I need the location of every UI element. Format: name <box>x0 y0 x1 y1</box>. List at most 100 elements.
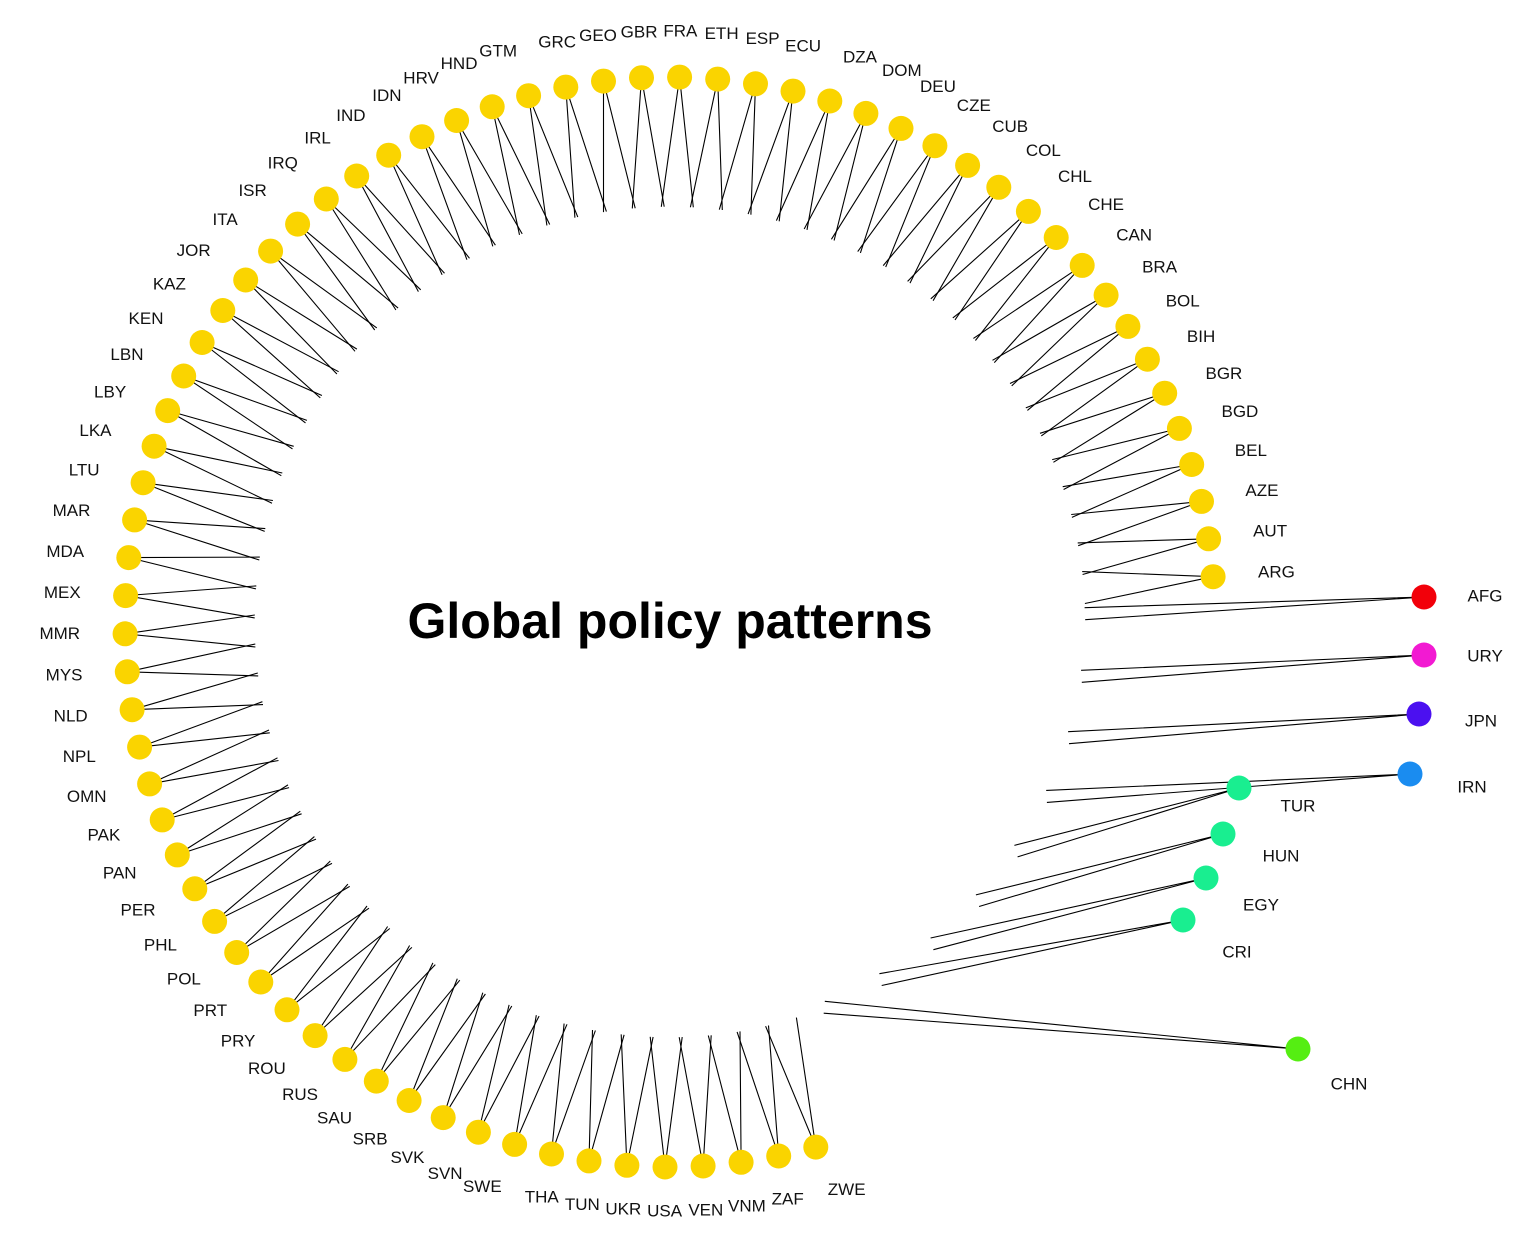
leaf-hnd <box>479 94 505 120</box>
branch-cze <box>857 145 936 268</box>
label-esp: ESP <box>746 29 780 48</box>
branch-can <box>973 264 1083 363</box>
label-mar: MAR <box>53 501 91 520</box>
label-lbn: LBN <box>110 345 143 364</box>
label-ita: ITA <box>213 210 239 229</box>
label-mex: MEX <box>44 583 81 602</box>
label-tur: TUR <box>1281 796 1316 815</box>
leaf-cri <box>1170 907 1196 933</box>
branch-lby <box>167 410 294 477</box>
label-bel: BEL <box>1235 441 1267 460</box>
branch-bih <box>1025 358 1148 437</box>
label-zaf: ZAF <box>772 1190 804 1209</box>
branch-jor <box>245 279 358 375</box>
leaf-pan <box>164 842 190 868</box>
label-isr: ISR <box>238 181 266 200</box>
leaf-can <box>1069 252 1095 278</box>
label-irq: IRQ <box>268 154 298 173</box>
leaf-markers <box>112 64 1437 1180</box>
leaf-deu <box>888 115 914 141</box>
leaf-bgr <box>1152 380 1178 406</box>
branch-mex <box>125 585 257 619</box>
label-bih: BIH <box>1187 327 1215 346</box>
branch-bra <box>992 294 1107 387</box>
label-cri: CRI <box>1222 942 1251 961</box>
label-ukr: UKR <box>605 1200 641 1219</box>
label-pak: PAK <box>88 826 121 845</box>
leaf-pol <box>224 940 250 965</box>
label-cub: CUB <box>992 117 1028 136</box>
branch-vnm <box>707 1031 742 1163</box>
label-egy: EGY <box>1243 895 1279 914</box>
label-geo: GEO <box>579 26 617 45</box>
branch-esp <box>718 83 757 215</box>
branch-isr <box>297 223 399 331</box>
leaf-zwe <box>803 1134 829 1160</box>
leaf-zaf <box>766 1143 792 1169</box>
label-dom: DOM <box>882 61 922 80</box>
branch-grc <box>565 86 607 218</box>
label-jpn: JPN <box>1465 711 1497 730</box>
leaf-per <box>182 876 208 902</box>
label-cze: CZE <box>957 96 991 115</box>
label-afg: AFG <box>1468 586 1503 605</box>
leaf-eth <box>705 66 731 92</box>
branch-chl <box>930 210 1029 321</box>
label-gbr: GBR <box>621 22 658 41</box>
branch-egy <box>930 877 1207 951</box>
label-pan: PAN <box>103 864 137 883</box>
branch-irl <box>356 175 445 292</box>
label-irl: IRL <box>304 129 330 148</box>
leaf-omn <box>137 771 163 797</box>
branch-pan <box>177 784 302 856</box>
leaf-aut <box>1196 526 1222 552</box>
label-lka: LKA <box>79 421 112 440</box>
branch-ven <box>678 1035 712 1167</box>
leaf-irq <box>313 186 339 212</box>
branch-usa <box>649 1036 683 1168</box>
leaf-lby <box>155 398 181 424</box>
label-vnm: VNM <box>728 1196 766 1215</box>
label-jor: JOR <box>177 241 211 260</box>
label-sau: SAU <box>317 1108 352 1127</box>
label-bgr: BGR <box>1206 364 1243 383</box>
leaf-ven <box>690 1153 716 1179</box>
leaf-sau <box>363 1068 389 1094</box>
branch-bgr <box>1039 392 1165 463</box>
leaf-bel <box>1179 452 1205 477</box>
branch-zaf <box>736 1025 780 1157</box>
branch-hun <box>975 833 1224 908</box>
label-svk: SVK <box>390 1148 425 1167</box>
branch-ita <box>270 250 378 352</box>
branch-mys <box>127 643 259 677</box>
leaf-usa <box>652 1154 678 1180</box>
leaf-svk <box>430 1105 456 1131</box>
label-zwe: ZWE <box>828 1180 866 1199</box>
branch-pak <box>161 757 290 821</box>
leaf-bol <box>1115 313 1141 339</box>
leaf-bih <box>1134 346 1160 372</box>
branch-dom <box>803 113 867 241</box>
leaf-col <box>986 174 1012 200</box>
leaf-mex <box>113 583 139 609</box>
leaf-pak <box>149 807 175 833</box>
leaf-tun <box>576 1148 602 1174</box>
branch-chn <box>823 1000 1299 1050</box>
label-ltu: LTU <box>69 461 100 480</box>
branch-cub <box>882 165 969 284</box>
leaf-rus <box>332 1046 358 1072</box>
label-srb: SRB <box>353 1129 388 1148</box>
leaf-cub <box>955 152 981 178</box>
branch-deu <box>830 128 902 254</box>
leaf-rou <box>302 1023 328 1049</box>
label-col: COL <box>1026 141 1061 160</box>
label-gtm: GTM <box>479 42 517 61</box>
leaf-hun <box>1210 821 1236 847</box>
branch-bol <box>1009 325 1129 411</box>
branch-tun <box>588 1029 625 1162</box>
leaf-isr <box>285 211 311 237</box>
branch-gbr <box>631 77 665 209</box>
branch-nld <box>131 672 264 711</box>
leaf-kaz <box>210 298 236 323</box>
branch-hrv <box>456 120 523 247</box>
